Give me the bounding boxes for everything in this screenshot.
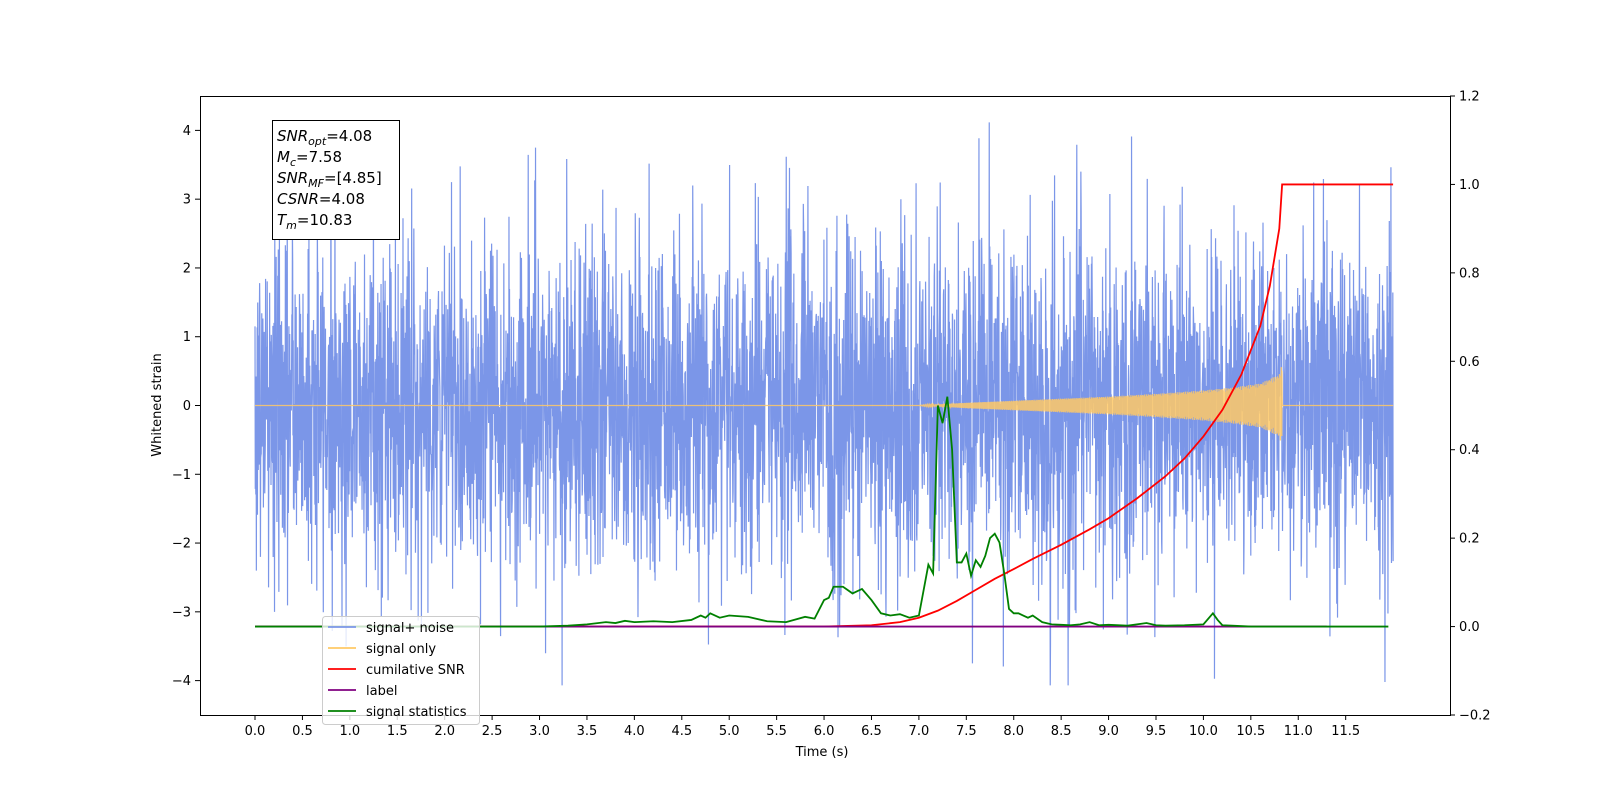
legend-entry: label [328,684,397,699]
y-axis-label: Whitened strain [150,353,165,456]
x-tick-label: 7.0 [909,724,930,739]
x-tick-label: 6.5 [861,724,882,739]
y-right-tick-label: 0.0 [1459,620,1480,635]
legend-entry: signal only [328,642,436,657]
y-left-tick-label: 3 [183,193,191,208]
legend-entry: signal statistics [328,705,467,720]
y-axis-right: −0.2 0.0 0.2 0.4 0.6 0.8 1.0 1.2 [1450,90,1491,724]
x-tick-label: 2.5 [482,724,503,739]
y-axis-left: −4 −3 −2 −1 0 1 2 3 4 [172,124,200,689]
legend-entry: signal+ noise [328,621,454,636]
y-left-tick-label: 4 [183,124,191,139]
legend-label: signal+ noise [366,621,454,636]
y-left-tick-label: −2 [172,537,191,552]
y-left-tick-label: −4 [172,674,191,689]
y-right-tick-label: 0.6 [1459,355,1480,370]
x-tick-label: 9.5 [1146,724,1167,739]
legend: signal+ noise signal only cumilative SNR la… [322,616,480,725]
x-tick-label: 2.0 [434,724,455,739]
y-right-tick-label: −0.2 [1459,709,1491,724]
y-right-tick-label: 0.4 [1459,443,1480,458]
x-tick-label: 7.5 [956,724,977,739]
series-signal-statistics [255,396,1389,628]
x-tick-label: 1.0 [340,724,361,739]
series-signal-noise [254,122,1394,686]
legend-label: cumilative SNR [366,663,465,678]
x-tick-label: 11.5 [1331,724,1360,739]
x-tick-label: 4.0 [624,724,645,739]
y-right-tick-label: 1.0 [1459,178,1480,193]
x-tick-label: 8.0 [1003,724,1024,739]
y-right-tick-label: 0.8 [1459,266,1480,281]
x-tick-label: 3.0 [529,724,550,739]
y-left-tick-label: −1 [172,468,191,483]
series-signal-only [255,367,1394,441]
annotation-line: CSNR=4.08 [277,190,365,208]
legend-label: signal statistics [366,705,467,720]
annotation-line: Mc=7.58 [277,148,342,169]
plot-frame [200,96,1451,716]
y-left-tick-label: 1 [183,330,191,345]
y-right-tick-label: 0.2 [1459,532,1480,547]
series-cumilative-snr [255,183,1394,628]
y-left-tick-label: 2 [183,261,191,276]
legend-label: signal only [366,642,436,657]
annotation-frame [272,120,400,240]
annotation-line: SNRMF=[4.85] [277,169,382,190]
legend-frame [322,616,480,725]
x-tick-label: 0.5 [292,724,313,739]
x-tick-label: 3.5 [577,724,598,739]
y-left-tick-label: 0 [183,399,191,414]
x-tick-label: 10.0 [1189,724,1218,739]
x-tick-label: 11.0 [1284,724,1313,739]
x-tick-label: 9.0 [1098,724,1119,739]
y-right-tick-label: 1.2 [1459,90,1480,105]
x-axis-label: Time (s) [795,745,849,760]
x-tick-label: 10.5 [1236,724,1265,739]
x-tick-label: 8.5 [1051,724,1072,739]
plot-area [254,122,1394,686]
x-tick-label: 6.0 [814,724,835,739]
x-tick-label: 5.0 [719,724,740,739]
legend-entry: cumilative SNR [328,663,465,678]
x-tick-label: 1.5 [387,724,408,739]
x-tick-label: 0.0 [245,724,266,739]
annotation-line: Tm=10.83 [277,211,352,232]
legend-label: label [366,684,397,699]
y-left-tick-label: −3 [172,605,191,620]
annotation-line: SNRopt=4.08 [277,127,372,148]
x-tick-label: 4.5 [671,724,692,739]
x-tick-label: 5.5 [766,724,787,739]
x-axis: 0.0 0.5 1.0 1.5 2.0 2.5 3.0 3.5 4.0 4.5 5.0 5.5 6.0 6… [245,715,1360,739]
